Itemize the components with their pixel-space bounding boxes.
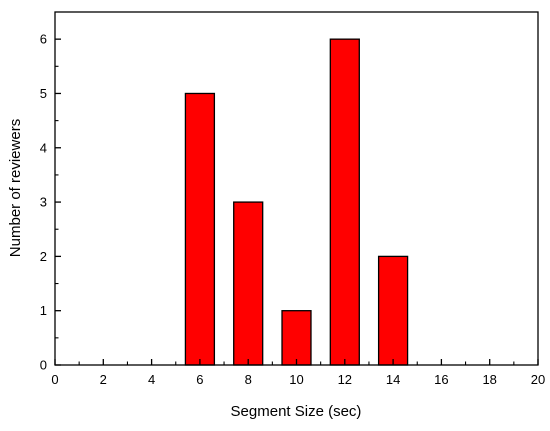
y-axis-label: Number of reviewers [7,119,24,257]
bar-x-6 [184,92,216,366]
bar-x-12 [329,38,360,366]
bars-layer [184,38,409,366]
bar-x-8 [233,201,264,366]
x-axis-label: Segment Size (sec) [231,403,362,420]
x-tick-label-20: 20 [531,372,545,387]
y-tick-label-0: 0 [40,358,47,373]
x-tick-label-2: 2 [100,372,107,387]
x-tick-label-0: 0 [51,372,58,387]
y-tick-label-1: 1 [40,303,47,318]
y-tick-label-6: 6 [40,32,47,47]
bar-x-10 [281,310,312,366]
x-tick-label-14: 14 [386,372,400,387]
x-tick-label-12: 12 [338,372,352,387]
x-tick-label-16: 16 [434,372,448,387]
x-tick-label-18: 18 [482,372,496,387]
x-tick-label-4: 4 [148,372,155,387]
y-tick-label-5: 5 [40,86,47,101]
y-tick-label-4: 4 [40,140,47,155]
x-tick-label-10: 10 [289,372,303,387]
x-tick-label-6: 6 [196,372,203,387]
x-tick-label-8: 8 [245,372,252,387]
bar-x-14 [377,255,409,366]
y-tick-label-2: 2 [40,249,47,264]
y-tick-label-3: 3 [40,195,47,210]
